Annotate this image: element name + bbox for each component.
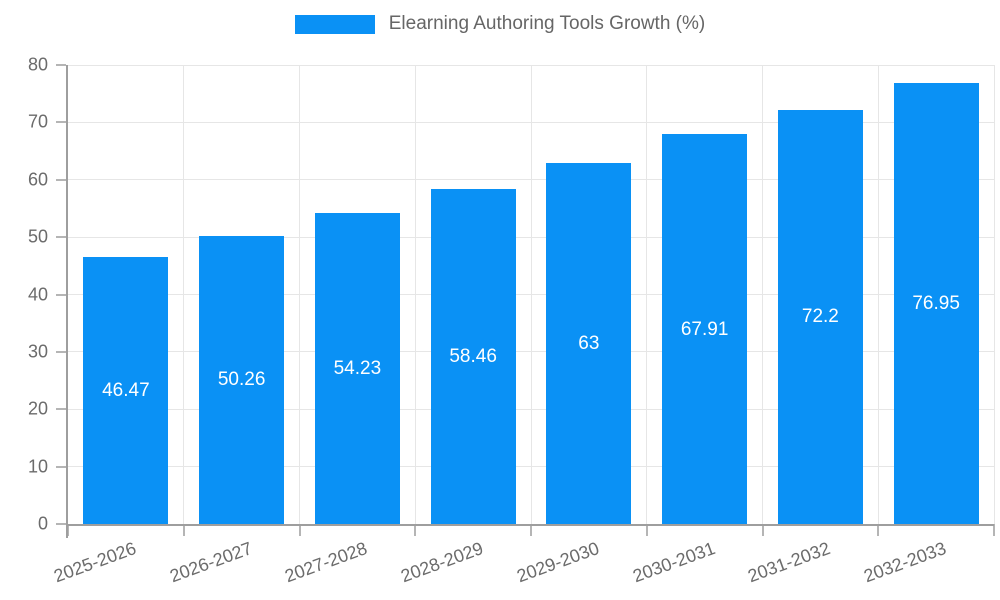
y-axis-line [66, 65, 68, 538]
y-axis-labels: 0 10 20 30 40 50 60 70 80 [0, 55, 48, 534]
x-tick [645, 524, 648, 536]
bar-value-label: 63 [578, 332, 600, 354]
x-tick [993, 524, 995, 536]
x-gridline [414, 65, 416, 524]
y-tick [56, 121, 66, 124]
x-tick [414, 524, 417, 536]
x-tick [298, 524, 301, 536]
bar: 63 [546, 162, 632, 524]
bar: 76.95 [893, 82, 979, 524]
y-axis-tick-label: 0 [37, 513, 48, 534]
bar-value-label: 58.46 [449, 345, 497, 367]
y-axis-tick-label: 60 [27, 169, 48, 190]
bar-value-label: 67.91 [680, 318, 729, 340]
x-gridline [993, 65, 995, 524]
x-gridline [530, 65, 532, 524]
y-axis-tick-label: 70 [27, 111, 48, 132]
bar: 50.26 [199, 235, 285, 524]
legend-swatch [294, 14, 375, 34]
legend[interactable]: Elearning Authoring Tools Growth (%) [0, 13, 1000, 35]
y-tick [56, 293, 66, 296]
y-axis-tick-label: 10 [27, 456, 48, 477]
y-tick [56, 523, 66, 525]
y-tick [56, 465, 66, 468]
y-tick [56, 236, 66, 239]
y-tick [56, 350, 66, 353]
bar-value-label: 50.26 [217, 369, 266, 391]
bar: 58.46 [430, 188, 516, 524]
bar-value-label: 72.2 [801, 306, 839, 328]
legend-label: Elearning Authoring Tools Growth (%) [388, 13, 706, 34]
x-gridline [646, 65, 648, 524]
x-tick [67, 524, 69, 536]
bar-value-label: 54.23 [333, 357, 382, 379]
x-gridline [877, 65, 879, 524]
bar-value-label: 46.47 [102, 380, 150, 402]
y-axis-tick-label: 80 [27, 54, 48, 75]
x-axis-line [66, 524, 994, 526]
y-axis-tick-label: 40 [27, 284, 48, 304]
bar: 72.2 [777, 109, 863, 524]
x-gridline [299, 65, 300, 524]
x-gridline [183, 65, 185, 524]
y-tick [56, 64, 66, 66]
bar: 54.23 [314, 212, 400, 524]
y-tick [56, 408, 66, 411]
bar: 67.91 [662, 134, 748, 524]
y-axis-tick-label: 30 [27, 341, 48, 362]
plot-area: 46.47 50.26 54.23 58.46 63 67.91 72.2 76.95 [56, 64, 995, 538]
bar-value-label: 76.95 [912, 292, 960, 314]
y-tick [56, 178, 66, 181]
bar: 46.47 [83, 257, 169, 524]
x-tick [182, 524, 185, 536]
x-tick [761, 524, 764, 536]
x-gridline [762, 65, 763, 524]
x-tick [530, 524, 532, 536]
y-axis-tick-label: 50 [27, 226, 48, 247]
x-tick [877, 524, 880, 536]
y-axis-tick-label: 20 [27, 398, 48, 419]
